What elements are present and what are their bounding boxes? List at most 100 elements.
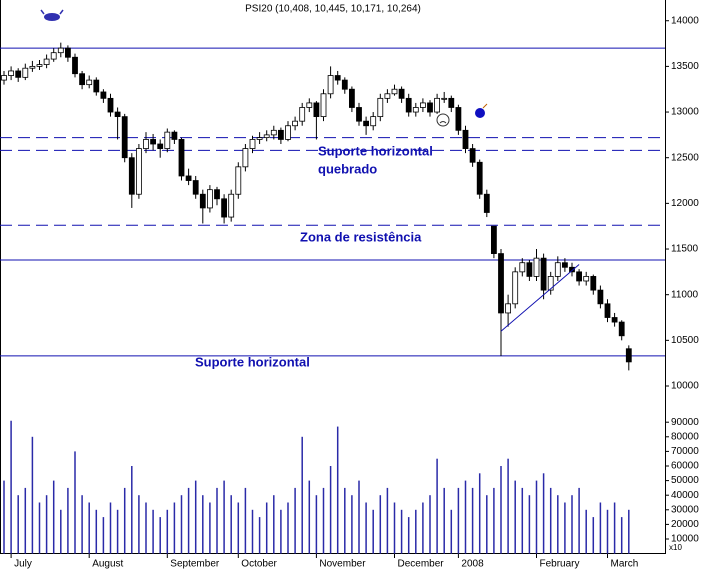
volume-bar: [443, 487, 445, 554]
candle-body: [590, 276, 597, 291]
volume-bar: [571, 495, 573, 554]
candle-body: [625, 348, 632, 363]
candle-body: [469, 148, 476, 163]
volume-bar: [329, 466, 332, 554]
candle-body: [618, 321, 625, 337]
volume-bar: [585, 509, 587, 554]
y-tick-label: 13500: [671, 61, 699, 72]
candle-body: [228, 193, 235, 218]
y-tick-label: 11000: [671, 289, 699, 300]
y-tick-label: 12000: [671, 198, 699, 209]
candle-body: [65, 47, 71, 58]
y-tick-label: 90000: [671, 417, 699, 428]
candle-body: [483, 193, 490, 213]
volume-bar: [145, 502, 147, 554]
volume-bar: [386, 487, 389, 554]
y-tick-label: 30000: [671, 504, 699, 515]
volume-bar: [67, 487, 69, 554]
volume-bar: [486, 495, 488, 554]
bomb-icon: [475, 103, 488, 118]
annotation: Zona de resistência: [300, 229, 422, 244]
y-tick-label: 10000: [671, 534, 699, 545]
volume-bar: [251, 509, 254, 554]
y-tick-label: 10000: [671, 381, 699, 392]
volume-bar: [74, 451, 76, 554]
y-tick-label: 40000: [671, 490, 699, 501]
volume-bar: [436, 458, 438, 554]
candle-body: [199, 193, 206, 209]
candle-body: [341, 79, 348, 90]
candle-body: [554, 262, 561, 277]
candle-body: [285, 125, 291, 140]
candle-body: [86, 79, 93, 86]
sad-face-icon: [436, 113, 450, 127]
volume-bar: [500, 466, 502, 554]
y-tick-label: 60000: [671, 461, 699, 472]
candle-body: [405, 97, 412, 113]
volume-bar: [180, 495, 183, 554]
candle-body: [519, 262, 526, 273]
y-tick-label: 70000: [671, 446, 699, 457]
volume-bar: [31, 436, 34, 554]
candle-body: [192, 180, 199, 195]
candle-body: [93, 79, 100, 93]
x-tick-label: November: [319, 559, 366, 570]
volume-bar: [166, 509, 169, 554]
annotation: Suporte horizontal: [318, 143, 433, 158]
volume-bar: [344, 487, 346, 554]
volume-bar: [592, 517, 595, 554]
volume-bar: [138, 495, 140, 554]
chart-title: PSI20 (10,408, 10,445, 10,171, 10,264): [245, 4, 421, 15]
candle-body: [547, 276, 554, 291]
candle-body: [562, 262, 568, 268]
volume-bar: [422, 502, 424, 554]
candle-body: [391, 88, 398, 95]
candle-body: [249, 139, 256, 149]
candle-body: [57, 47, 64, 54]
candle-body: [150, 139, 157, 145]
volume-bar: [187, 487, 190, 554]
volume-bar: [294, 487, 296, 554]
volume-bar: [273, 495, 275, 554]
volume-bar: [557, 495, 559, 554]
volume-bar: [471, 487, 474, 554]
volume-bar: [535, 480, 538, 554]
volume-bar: [173, 502, 176, 554]
volume-bar: [116, 509, 119, 554]
volume-bar: [507, 458, 509, 554]
volume-bar: [194, 480, 197, 554]
candle-body: [29, 65, 36, 69]
candle-body: [377, 97, 384, 118]
candle-body: [583, 276, 590, 282]
candle-body: [143, 139, 149, 149]
candle-body: [8, 70, 15, 76]
candle-body: [114, 111, 121, 118]
volume-bar: [60, 509, 62, 554]
volume-bar: [223, 480, 225, 554]
candle-body: [242, 148, 249, 168]
candle-body: [1, 75, 7, 81]
volume-bar: [244, 487, 247, 554]
candle-body: [327, 75, 334, 95]
x-tick-label: August: [92, 559, 123, 570]
volume-bar: [336, 426, 339, 554]
candle-body: [569, 266, 575, 273]
candle-body: [121, 116, 128, 159]
candle-body: [462, 129, 469, 149]
candle-body: [490, 225, 497, 254]
volume-bar: [393, 502, 396, 554]
candle-body: [292, 120, 299, 127]
volume-bar: [315, 495, 318, 554]
candle-body: [348, 88, 355, 108]
candle-body: [306, 102, 313, 108]
candle-body: [270, 129, 277, 136]
volume-bar: [265, 502, 268, 554]
candle-body: [434, 97, 441, 113]
candle-body: [157, 143, 164, 149]
volume-bar: [407, 517, 410, 554]
volume-bar: [152, 509, 154, 554]
candle-body: [235, 166, 242, 195]
candle-body: [214, 189, 220, 200]
y-tick-label: 12500: [671, 152, 699, 163]
candle-body: [363, 120, 370, 127]
